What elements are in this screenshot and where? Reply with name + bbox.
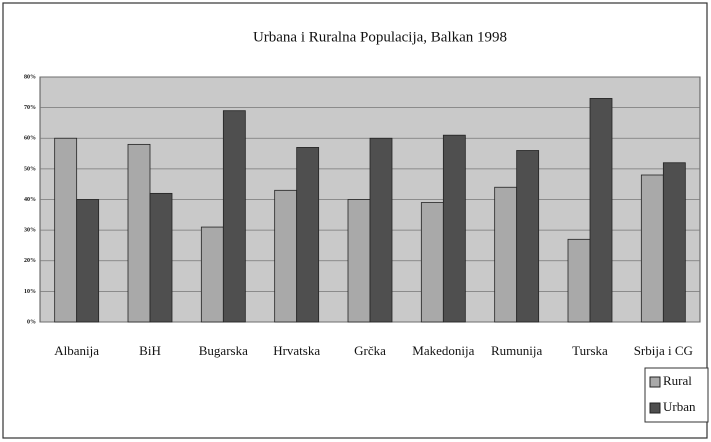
bar (420, 202, 444, 323)
y-tick-label: 30% (24, 228, 36, 234)
legend-label: Urban (663, 399, 696, 414)
bar (222, 110, 246, 323)
legend-swatch (649, 376, 661, 388)
bar (76, 199, 100, 323)
y-tick-label: 20% (24, 258, 36, 264)
y-tick-label: 0% (27, 319, 36, 325)
y-tick-label: 50% (24, 166, 36, 172)
chart-title: Urbana i Ruralna Populacija, Balkan 1998 (253, 29, 507, 45)
legend-label: Rural (663, 373, 692, 388)
x-tick-label: Grčka (354, 343, 386, 358)
x-tick-label: Makedonija (412, 343, 474, 358)
bar (149, 192, 173, 323)
bar (516, 150, 540, 323)
bar (640, 174, 664, 323)
bar (347, 199, 371, 323)
y-tick-label: 80% (24, 74, 36, 80)
bar (442, 134, 466, 323)
x-tick-label: Albanija (54, 343, 99, 358)
bar (589, 98, 613, 323)
y-tick-label: 70% (24, 105, 36, 111)
bar (567, 238, 591, 323)
y-tick-label: 60% (24, 136, 36, 142)
bar (296, 147, 320, 323)
legend-swatch (649, 402, 661, 414)
x-tick-label: Hrvatska (273, 343, 320, 358)
bar (369, 137, 393, 323)
x-tick-label: Turska (572, 343, 608, 358)
x-tick-label: BiH (139, 343, 161, 358)
x-tick-label: Rumunija (491, 343, 543, 358)
bar (200, 226, 224, 323)
y-tick-label: 40% (24, 197, 36, 203)
x-tick-label: Bugarska (199, 343, 248, 358)
bar (494, 186, 518, 323)
bar (662, 162, 686, 323)
bar (274, 189, 298, 323)
bar (127, 143, 151, 323)
bar (54, 137, 78, 323)
y-tick-label: 10% (24, 289, 36, 295)
x-tick-label: Srbija i CG (634, 343, 693, 358)
